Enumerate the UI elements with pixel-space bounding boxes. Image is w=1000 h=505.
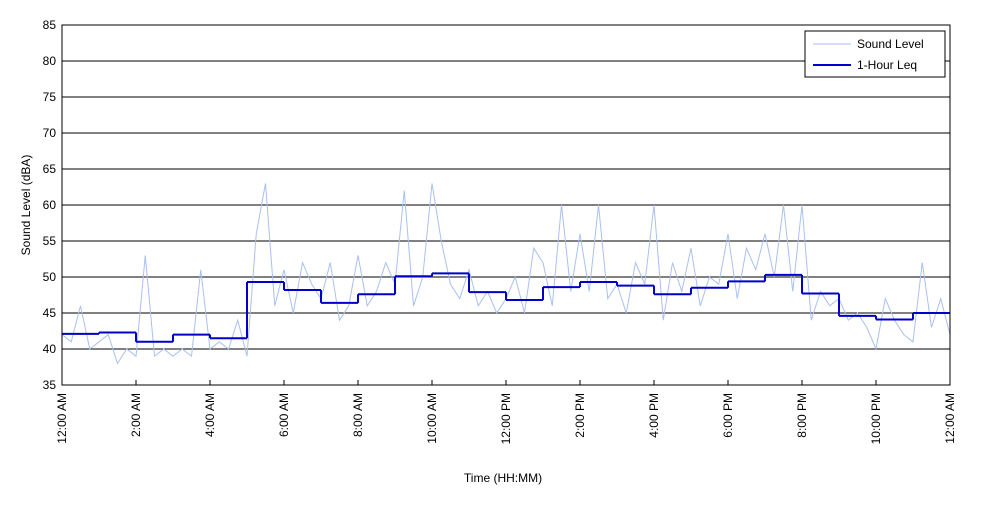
y-tick-label: 40	[43, 342, 57, 356]
legend-label: Sound Level	[857, 37, 924, 51]
y-tick-label: 45	[43, 306, 57, 320]
x-tick-label: 12:00 AM	[55, 393, 69, 444]
x-tick-label: 4:00 PM	[647, 393, 661, 438]
x-tick-label: 8:00 AM	[351, 393, 365, 437]
x-tick-label: 6:00 PM	[721, 393, 735, 438]
plot-frame	[61, 24, 951, 386]
legend-label: 1-Hour Leq	[857, 58, 917, 72]
y-tick-label: 75	[43, 90, 57, 104]
x-tick-label: 2:00 AM	[129, 393, 143, 437]
x-tick-label: 12:00 AM	[943, 393, 957, 444]
y-tick-label: 50	[43, 270, 57, 284]
y-tick-label: 55	[43, 234, 57, 248]
x-tick-label: 4:00 AM	[203, 393, 217, 437]
y-tick-label: 70	[43, 126, 57, 140]
y-tick-label: 85	[43, 18, 57, 32]
x-tick-label: 6:00 AM	[277, 393, 291, 437]
x-tick-label: 8:00 PM	[795, 393, 809, 438]
y-tick-label: 35	[43, 378, 57, 392]
legend-box	[804, 30, 946, 78]
x-tick-label: 2:00 PM	[573, 393, 587, 438]
y-tick-label: 80	[43, 54, 57, 68]
x-tick-label: 10:00 AM	[425, 393, 439, 444]
x-axis-title: Time (HH:MM)	[464, 471, 542, 485]
x-tick-label: 12:00 PM	[499, 393, 513, 444]
y-tick-label: 65	[43, 162, 57, 176]
y-tick-label: 60	[43, 198, 57, 212]
x-tick-label: 10:00 PM	[869, 393, 883, 444]
y-axis-title: Sound Level (dBA)	[19, 155, 33, 256]
